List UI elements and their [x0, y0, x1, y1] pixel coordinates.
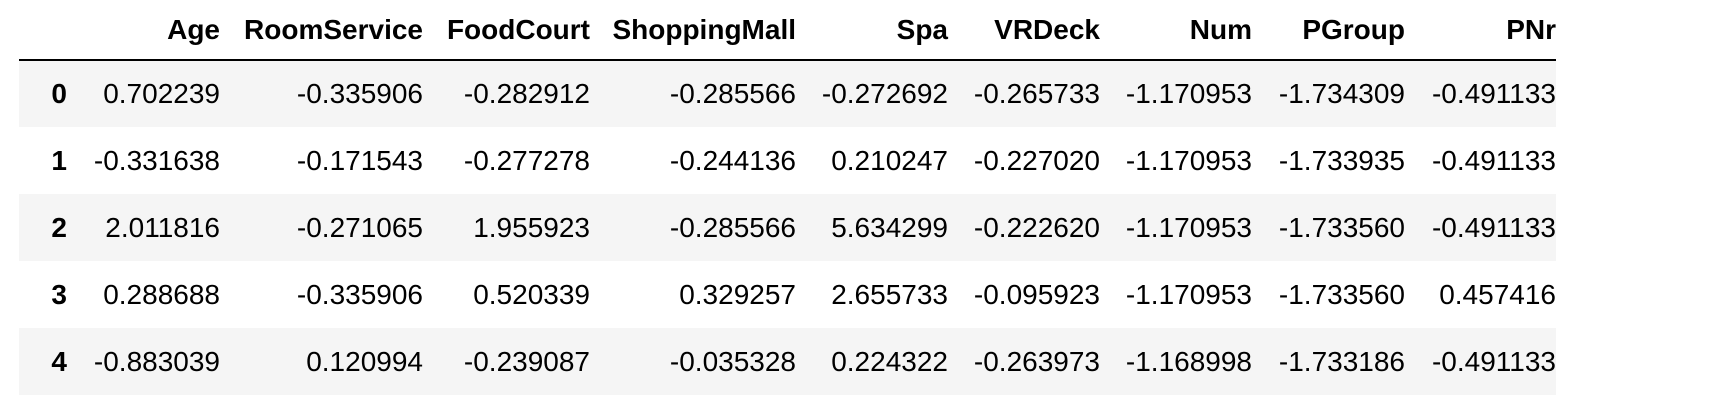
cell-foodcourt: -0.282912 [463, 78, 590, 109]
cell-age: -0.331638 [93, 144, 220, 176]
column-header-pgroup: PGroup [1302, 13, 1405, 45]
cell-shoppingmall: -0.035328 [669, 345, 796, 377]
cell-pnr: 0.457416 [1439, 278, 1556, 310]
cell-spa: 5.634299 [831, 211, 948, 243]
cell-pnr: -0.491133 [1431, 78, 1556, 109]
cell-shoppingmall: -0.285566 [669, 211, 796, 243]
column-header-pnr: PNr [1506, 13, 1556, 45]
row-index: 1 [51, 144, 67, 176]
cell-roomservice: 0.120994 [306, 345, 423, 377]
column-header-spa: Spa [896, 13, 948, 45]
cell-roomservice: -0.335906 [296, 78, 423, 109]
cell-pgroup: -1.733560 [1278, 211, 1405, 243]
cell-spa: 0.224322 [831, 345, 948, 377]
dataframe-output: Age RoomService FoodCourt ShoppingMall S… [19, 0, 1709, 395]
row-index: 3 [51, 278, 67, 310]
cell-vrdeck: -0.263973 [973, 345, 1100, 377]
cell-pnr: -0.491133 [1431, 345, 1556, 377]
column-header-num: Num [1189, 13, 1252, 45]
cell-num: -1.170953 [1125, 144, 1252, 176]
cell-foodcourt: -0.239087 [463, 345, 590, 377]
cell-age: 0.288688 [103, 278, 220, 310]
cell-num: -1.170953 [1125, 211, 1252, 243]
row-index: 4 [51, 345, 67, 377]
cell-pgroup: -1.733560 [1278, 278, 1405, 310]
cell-num: -1.168998 [1125, 345, 1252, 377]
cell-foodcourt: 0.520339 [473, 278, 590, 310]
row-index: 0 [51, 78, 67, 109]
cell-spa: 2.655733 [831, 278, 948, 310]
cell-foodcourt: -0.277278 [463, 144, 590, 176]
cell-spa: 0.210247 [831, 144, 948, 176]
cell-roomservice: -0.171543 [296, 144, 423, 176]
cell-vrdeck: -0.095923 [973, 278, 1100, 310]
table-row: 4 -0.883039 0.120994 -0.239087 -0.035328… [19, 328, 1556, 395]
column-header-vrdeck: VRDeck [994, 13, 1100, 45]
column-header-shoppingmall: ShoppingMall [612, 13, 796, 45]
column-header-roomservice: RoomService [244, 13, 423, 45]
cell-pgroup: -1.733186 [1278, 345, 1405, 377]
cell-pgroup: -1.734309 [1278, 78, 1405, 109]
cell-num: -1.170953 [1125, 278, 1252, 310]
cell-vrdeck: -0.222620 [973, 211, 1100, 243]
cell-roomservice: -0.335906 [296, 278, 423, 310]
table-row: 3 0.288688 -0.335906 0.520339 0.329257 2… [19, 261, 1556, 328]
cell-num: -1.170953 [1125, 78, 1252, 109]
table-row: 1 -0.331638 -0.171543 -0.277278 -0.24413… [19, 127, 1556, 194]
column-header-age: Age [167, 13, 220, 45]
cell-age: 2.011816 [105, 211, 220, 243]
column-header-foodcourt: FoodCourt [446, 13, 590, 45]
table-row: 2 2.011816 -0.271065 1.955923 -0.285566 … [19, 194, 1556, 261]
cell-roomservice: -0.271065 [296, 211, 423, 243]
cell-foodcourt: 1.955923 [473, 211, 590, 243]
cell-vrdeck: -0.227020 [973, 144, 1100, 176]
cell-shoppingmall: -0.244136 [669, 144, 796, 176]
header-row: Age RoomService FoodCourt ShoppingMall S… [19, 0, 1556, 60]
row-index: 2 [51, 211, 67, 243]
cell-shoppingmall: 0.329257 [679, 278, 796, 310]
dataframe-table: Age RoomService FoodCourt ShoppingMall S… [19, 0, 1556, 395]
cell-pnr: -0.491133 [1431, 144, 1556, 176]
cell-vrdeck: -0.265733 [973, 78, 1100, 109]
cell-age: 0.702239 [103, 78, 220, 109]
cell-shoppingmall: -0.285566 [669, 78, 796, 109]
table-row: 0 0.702239 -0.335906 -0.282912 -0.285566… [19, 60, 1556, 127]
index-header [19, 0, 67, 60]
cell-pgroup: -1.733935 [1278, 144, 1405, 176]
cell-age: -0.883039 [93, 345, 220, 377]
cell-pnr: -0.491133 [1431, 211, 1556, 243]
cell-spa: -0.272692 [821, 78, 948, 109]
